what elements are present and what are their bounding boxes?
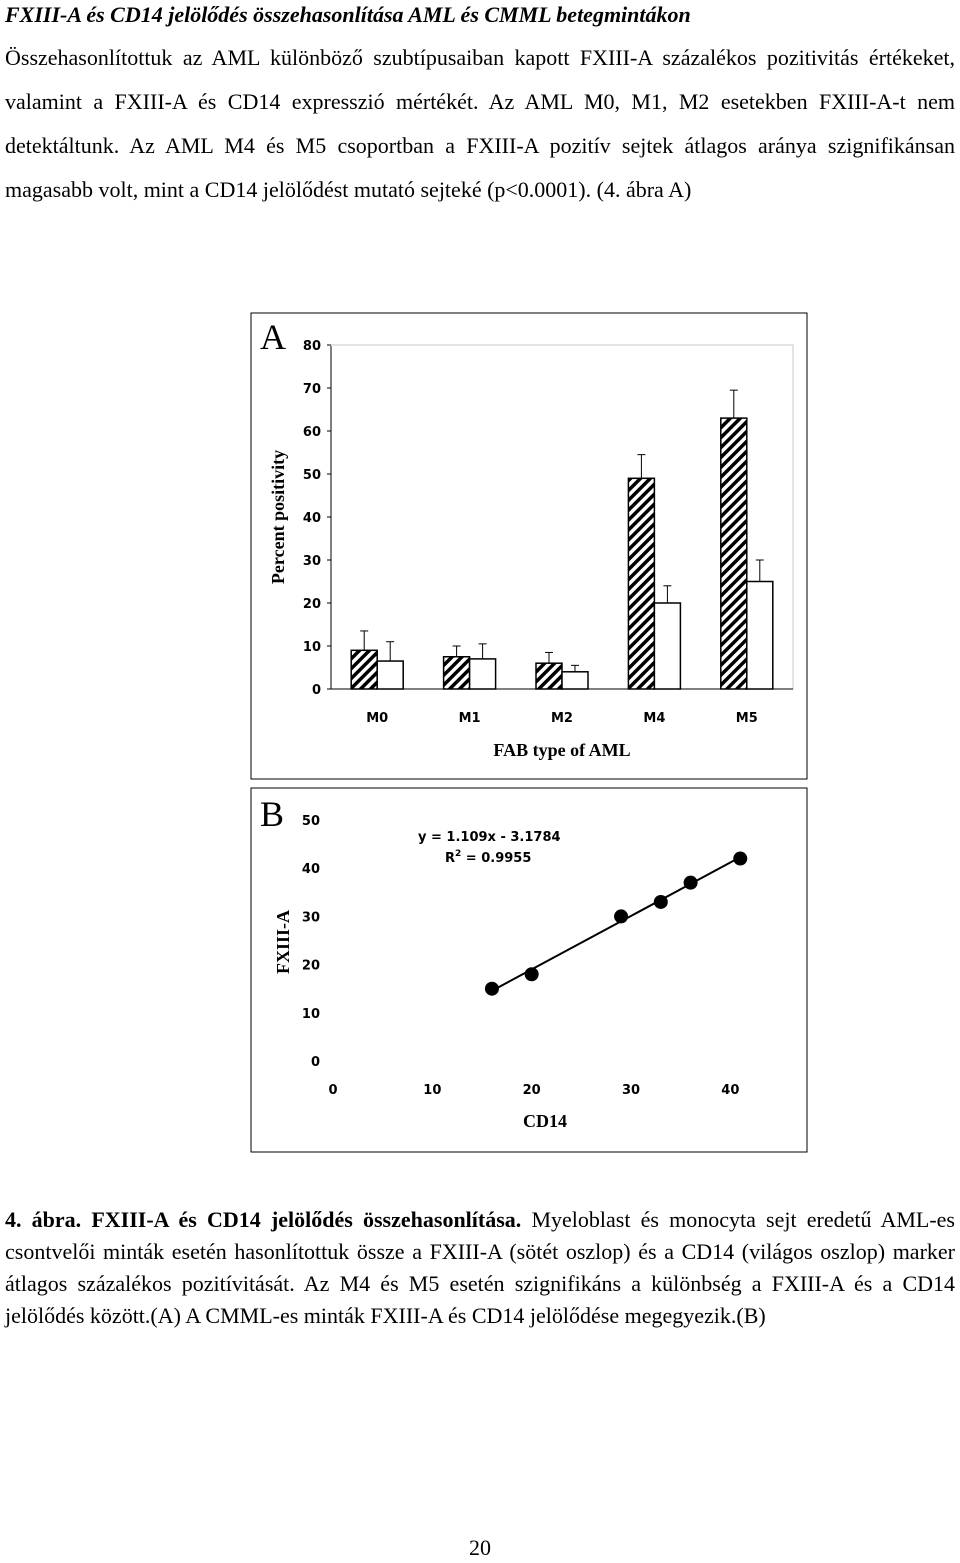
panel-a-bar-cd14 <box>468 658 497 690</box>
panel-a-xtick-label: M4 <box>643 711 665 726</box>
panel-b-point <box>614 909 629 924</box>
panel-a-ylabel: Percent positivity <box>268 450 288 584</box>
panel-a-bar-cd14 <box>561 671 589 690</box>
panel-a-ytick-label: 20 <box>303 597 321 612</box>
panel-b-point <box>733 851 748 866</box>
panel-b-point <box>683 875 698 890</box>
panel-b-equation: y = 1.109x - 3.1784 <box>418 830 561 845</box>
panel-a-bar-cd14 <box>376 660 404 690</box>
panel-a-ytick-label: 60 <box>303 425 321 440</box>
panel-b-ytick-label: 20 <box>302 959 320 974</box>
caption-label: 4. ábra. FXIII-A és CD14 jelölődés össze… <box>5 1207 522 1232</box>
panel-a-bar-fxiii-a <box>720 417 748 690</box>
panel-b-point <box>524 967 539 982</box>
panel-a: A 0 10 20 30 40 50 60 70 80 M0 M1 M2 M4 M5 FAB type … <box>250 312 808 780</box>
intro-paragraph: Összehasonlítottuk az AML különböző szub… <box>5 45 955 202</box>
panel-a-bar-fxiii-a <box>442 656 471 690</box>
figure-caption: 4. ábra. FXIII-A és CD14 jelölődés össze… <box>5 1204 955 1332</box>
panel-b-ytick-label: 30 <box>302 910 320 925</box>
panel-a-bar-fxiii-a <box>350 649 378 690</box>
figure-4: A 0 10 20 30 40 50 60 70 80 M0 M1 M2 M4 M5 FAB type … <box>250 312 808 1154</box>
panel-a-frame <box>250 312 808 780</box>
panel-a-xtick-label: M1 <box>459 711 481 726</box>
panel-a-letter: A <box>260 317 286 357</box>
panel-b-letter: B <box>260 794 284 834</box>
figure-4-svg: A 0 10 20 30 40 50 60 70 80 M0 M1 M2 M4 M5 FAB type … <box>250 312 808 1153</box>
panel-b-xlabel: CD14 <box>523 1111 567 1131</box>
panel-b-ytick-label: 50 <box>302 814 320 829</box>
panel-b-xtick-label: 20 <box>523 1083 541 1098</box>
panel-b: B 0 10 20 30 40 50 0 10 20 30 40 y = 1.109x - 3.1… <box>250 787 808 1153</box>
panel-a-ytick-label: 80 <box>303 339 321 354</box>
panel-a-xtick-label: M0 <box>366 711 388 726</box>
panel-a-ytick-label: 70 <box>303 382 321 397</box>
panel-a-xlabel: FAB type of AML <box>493 740 630 760</box>
panel-b-xtick-label: 10 <box>423 1083 441 1098</box>
panel-b-ytick-label: 40 <box>302 862 320 877</box>
section-heading: FXIII-A és CD14 jelölődés összehasonlítá… <box>5 2 691 27</box>
panel-b-xtick-label: 30 <box>622 1083 640 1098</box>
panel-a-ytick-label: 40 <box>303 511 321 526</box>
panel-a-xtick-label: M5 <box>736 711 758 726</box>
page-number: 20 <box>469 1535 491 1560</box>
panel-a-bar-fxiii-a <box>535 662 563 690</box>
panel-a-ytick-label: 30 <box>303 554 321 569</box>
panel-b-r2: R2 = 0.9955 <box>445 849 531 866</box>
panel-b-point <box>653 894 668 909</box>
panel-b-xtick-label: 40 <box>721 1083 739 1098</box>
panel-b-ytick-label: 0 <box>311 1055 320 1070</box>
panel-a-ytick-label: 0 <box>312 683 321 698</box>
caption-text: Myeloblast és monocyta sejt eredetű AML-… <box>5 1207 955 1328</box>
panel-a-xtick-label: M2 <box>551 711 573 726</box>
panel-a-bar-cd14 <box>653 602 682 690</box>
panel-b-ylabel: FXIII-A <box>273 910 293 974</box>
panel-b-xtick-label: 0 <box>328 1083 337 1098</box>
panel-b-point <box>484 981 499 996</box>
panel-b-ytick-label: 10 <box>302 1007 320 1022</box>
panel-a-ytick-label: 50 <box>303 468 321 483</box>
panel-a-bar-cd14 <box>746 580 774 690</box>
panel-a-bar-fxiii-a <box>627 477 656 690</box>
panel-a-ytick-label: 10 <box>303 640 321 655</box>
